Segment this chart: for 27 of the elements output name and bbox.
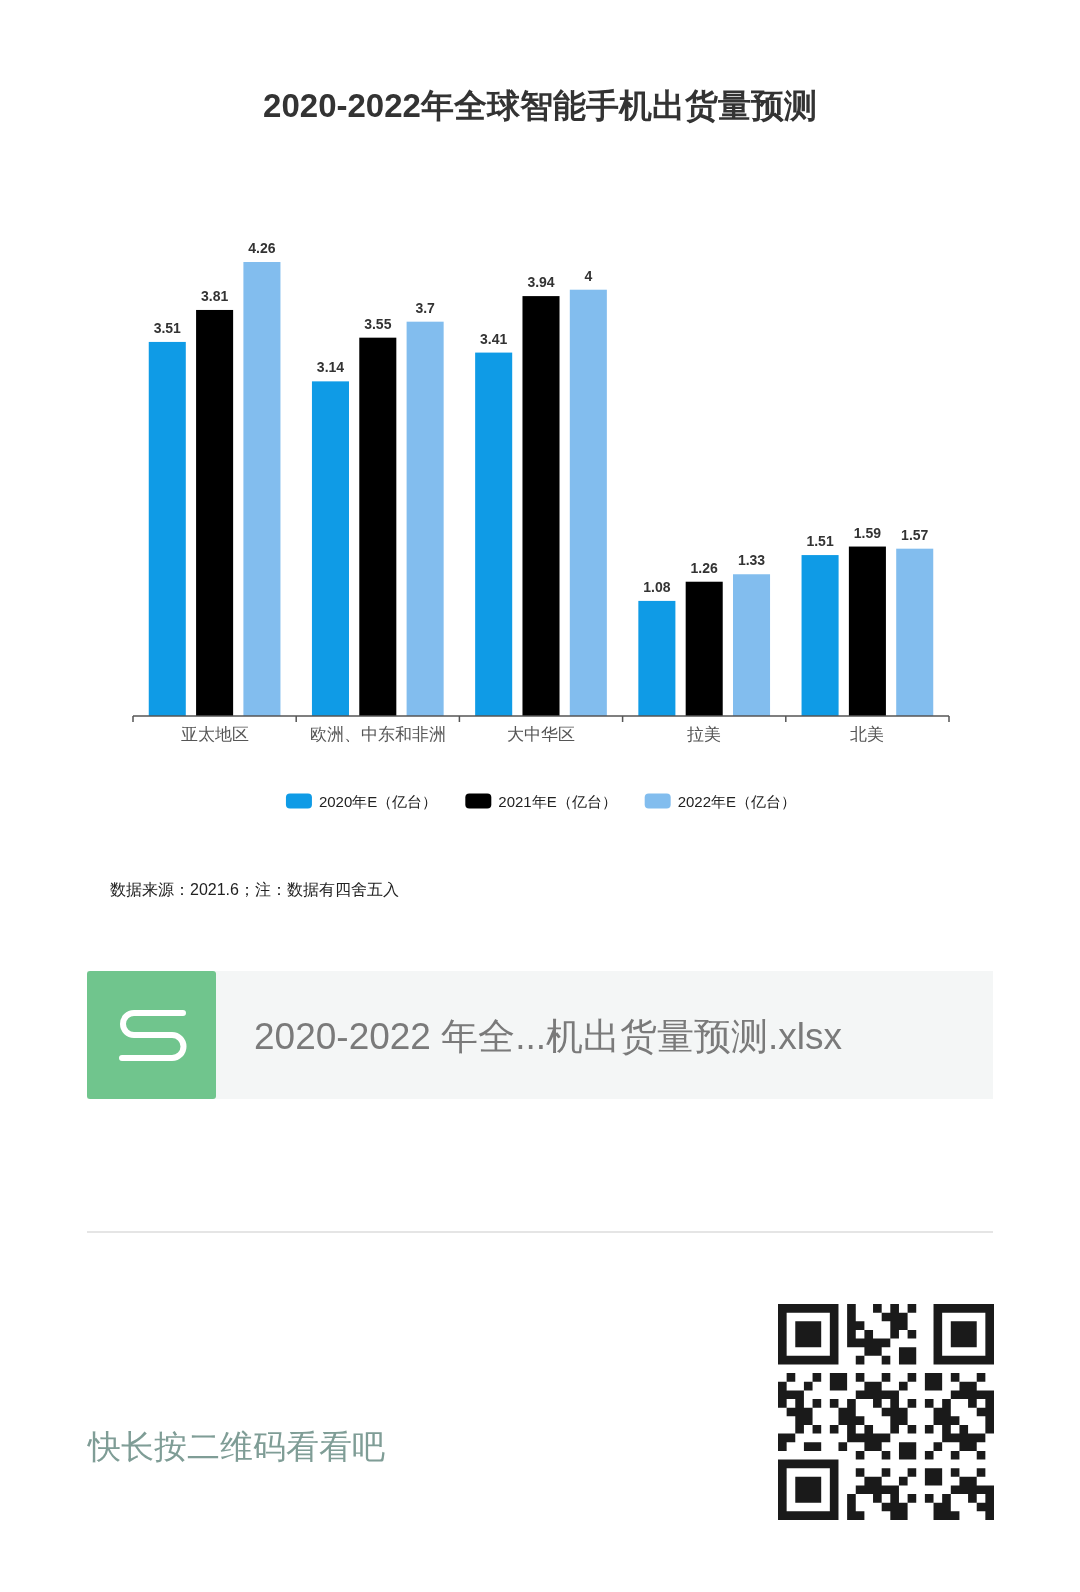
- data-label: 1.08: [643, 578, 671, 595]
- data-label: 3.94: [527, 274, 555, 291]
- data-label: 4: [584, 267, 593, 284]
- legend-label: 2021年E（亿台）: [498, 792, 617, 810]
- data-label: 1.59: [853, 524, 882, 541]
- x-tick-label: 北美: [850, 725, 885, 744]
- data-label: 1.51: [806, 533, 834, 550]
- legend-label: 2020年E（亿台）: [318, 792, 438, 810]
- title: 2020-2022年全球智能手机出货量预测: [263, 87, 817, 124]
- data-label: 3.14: [316, 359, 345, 376]
- data-label: 1.26: [690, 559, 718, 576]
- annotation: 数据来源：2021.6；注：数据有四舍五入: [110, 881, 399, 898]
- data-label: 4.26: [248, 240, 276, 256]
- x-tick-label: 亚太地区: [180, 725, 249, 744]
- annotation: 2020-2022 年全...机出货量预测.xlsx: [254, 1016, 843, 1057]
- data-label: 1.57: [901, 526, 929, 543]
- data-label: 3.7: [415, 299, 435, 316]
- data-label: 3.51: [153, 319, 181, 336]
- x-tick-label: 大中华区: [507, 725, 575, 744]
- annotation: 快长按二维码看看吧: [88, 1428, 385, 1465]
- x-tick-label: 拉美: [687, 725, 722, 744]
- legend-label: 2022年E（亿台）: [677, 792, 797, 810]
- data-label: 3.41: [480, 330, 508, 347]
- data-label: 3.81: [201, 287, 229, 304]
- data-label: 3.55: [364, 315, 392, 332]
- x-tick-label: 欧洲、中东和非洲: [309, 725, 446, 744]
- data-label: 1.33: [737, 552, 766, 569]
